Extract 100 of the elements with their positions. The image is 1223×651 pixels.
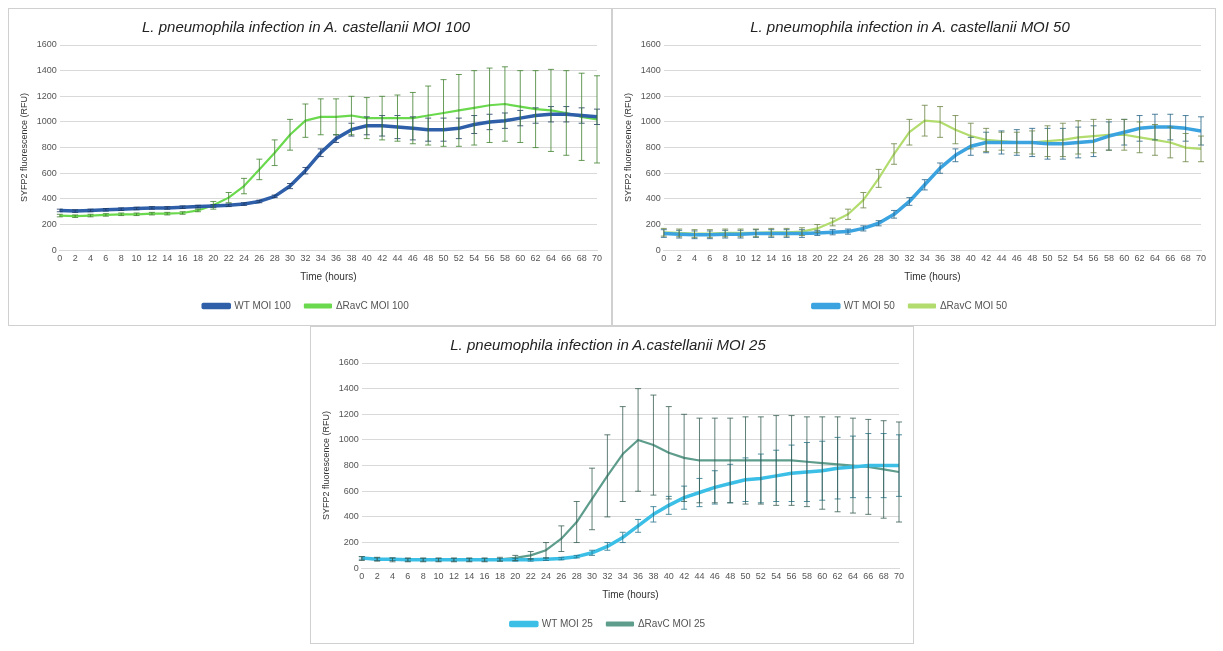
x-axis-title: Time (hours) bbox=[300, 270, 357, 282]
y-tick-label: 0 bbox=[51, 244, 57, 255]
x-tick-label: 20 bbox=[812, 253, 823, 264]
x-tick-label: 42 bbox=[981, 253, 992, 264]
x-tick-label: 32 bbox=[300, 253, 311, 264]
x-tick-label: 38 bbox=[346, 253, 357, 264]
x-tick-label: 58 bbox=[499, 253, 510, 264]
x-tick-label: 28 bbox=[873, 253, 884, 264]
y-tick-label: 1000 bbox=[36, 116, 57, 127]
x-tick-label: 26 bbox=[858, 253, 869, 264]
x-tick-label: 18 bbox=[494, 571, 505, 582]
y-tick-label: 200 bbox=[41, 219, 57, 230]
x-tick-label: 68 bbox=[1180, 253, 1191, 264]
y-tick-label: 800 bbox=[41, 142, 57, 153]
x-tick-label: 62 bbox=[530, 253, 541, 264]
x-tick-label: 28 bbox=[571, 571, 582, 582]
x-tick-label: 40 bbox=[361, 253, 372, 264]
chart-title: L. pneumophila infection in A. castellanii MOI 50 bbox=[750, 18, 1071, 36]
x-tick-label: 30 bbox=[587, 571, 598, 582]
legend-label: ΔRavC MOI 25 bbox=[637, 617, 706, 629]
x-tick-label: 52 bbox=[755, 571, 766, 582]
x-tick-label: 24 bbox=[238, 253, 249, 264]
x-tick-label: 6 bbox=[707, 253, 713, 264]
x-tick-label: 58 bbox=[1103, 253, 1114, 264]
x-tick-label: 28 bbox=[269, 253, 280, 264]
x-tick-label: 56 bbox=[786, 571, 797, 582]
y-tick-label: 1600 bbox=[338, 357, 359, 368]
x-tick-label: 6 bbox=[103, 253, 109, 264]
x-tick-label: 44 bbox=[996, 253, 1007, 264]
x-tick-label: 12 bbox=[448, 571, 459, 582]
x-tick-label: 34 bbox=[617, 571, 628, 582]
chart-title: L. pneumophila infection in A.castellanii MOI 25 bbox=[450, 336, 767, 354]
y-tick-label: 1400 bbox=[338, 383, 359, 394]
y-tick-label: 1200 bbox=[36, 90, 57, 101]
x-tick-label: 34 bbox=[315, 253, 326, 264]
y-tick-label: 1600 bbox=[640, 39, 661, 50]
x-tick-label: 18 bbox=[192, 253, 203, 264]
x-tick-label: 44 bbox=[392, 253, 403, 264]
y-tick-label: 800 bbox=[645, 142, 661, 153]
x-tick-label: 22 bbox=[827, 253, 838, 264]
y-axis-title: SYFP2 fluorescence (RFU) bbox=[622, 93, 633, 203]
x-tick-label: 14 bbox=[162, 253, 173, 264]
x-tick-label: 18 bbox=[796, 253, 807, 264]
y-tick-label: 800 bbox=[343, 460, 359, 471]
x-tick-label: 46 bbox=[407, 253, 418, 264]
x-tick-label: 24 bbox=[842, 253, 853, 264]
x-tick-label: 10 bbox=[433, 571, 444, 582]
y-tick-label: 600 bbox=[41, 167, 57, 178]
x-tick-label: 54 bbox=[469, 253, 480, 264]
x-tick-label: 32 bbox=[602, 571, 613, 582]
x-tick-label: 10 bbox=[735, 253, 746, 264]
x-tick-label: 36 bbox=[331, 253, 342, 264]
x-tick-label: 70 bbox=[1195, 253, 1207, 264]
y-tick-label: 1000 bbox=[338, 434, 359, 445]
y-tick-label: 1600 bbox=[36, 39, 57, 50]
x-tick-label: 34 bbox=[919, 253, 930, 264]
x-tick-label: 66 bbox=[561, 253, 572, 264]
x-tick-label: 2 bbox=[676, 253, 682, 264]
x-tick-label: 16 bbox=[479, 571, 490, 582]
x-axis-title: Time (hours) bbox=[602, 588, 659, 600]
x-tick-label: 62 bbox=[832, 571, 843, 582]
x-tick-label: 64 bbox=[847, 571, 858, 582]
x-tick-label: 62 bbox=[1134, 253, 1145, 264]
x-tick-label: 8 bbox=[420, 571, 426, 582]
x-tick-label: 42 bbox=[679, 571, 690, 582]
x-tick-label: 46 bbox=[709, 571, 720, 582]
x-tick-label: 60 bbox=[1119, 253, 1130, 264]
x-tick-label: 38 bbox=[950, 253, 961, 264]
x-tick-label: 2 bbox=[72, 253, 78, 264]
x-tick-label: 58 bbox=[801, 571, 812, 582]
y-tick-label: 1200 bbox=[640, 90, 661, 101]
y-tick-label: 0 bbox=[353, 562, 359, 573]
x-tick-label: 64 bbox=[545, 253, 556, 264]
x-tick-label: 24 bbox=[540, 571, 551, 582]
x-tick-label: 30 bbox=[889, 253, 900, 264]
x-tick-label: 16 bbox=[781, 253, 792, 264]
x-tick-label: 4 bbox=[692, 253, 698, 264]
x-tick-label: 68 bbox=[878, 571, 889, 582]
y-axis-title: SYFP2 fluorescence (RFU) bbox=[320, 411, 331, 521]
x-tick-label: 48 bbox=[1027, 253, 1038, 264]
x-tick-label: 48 bbox=[725, 571, 736, 582]
x-tick-label: 60 bbox=[515, 253, 526, 264]
y-tick-label: 200 bbox=[645, 219, 661, 230]
x-tick-label: 4 bbox=[390, 571, 396, 582]
x-tick-label: 36 bbox=[633, 571, 644, 582]
x-axis-title: Time (hours) bbox=[904, 270, 961, 282]
x-tick-label: 26 bbox=[254, 253, 265, 264]
x-tick-label: 22 bbox=[223, 253, 234, 264]
chart-title: L. pneumophila infection in A. castellanii MOI 100 bbox=[142, 18, 471, 36]
x-tick-label: 48 bbox=[423, 253, 434, 264]
x-tick-label: 14 bbox=[766, 253, 777, 264]
x-tick-label: 46 bbox=[1011, 253, 1022, 264]
x-tick-label: 10 bbox=[131, 253, 142, 264]
x-tick-label: 30 bbox=[285, 253, 296, 264]
x-tick-label: 14 bbox=[464, 571, 475, 582]
x-tick-label: 44 bbox=[694, 571, 705, 582]
x-tick-label: 20 bbox=[208, 253, 219, 264]
x-tick-label: 22 bbox=[525, 571, 536, 582]
x-tick-label: 40 bbox=[965, 253, 976, 264]
y-tick-label: 1000 bbox=[640, 116, 661, 127]
